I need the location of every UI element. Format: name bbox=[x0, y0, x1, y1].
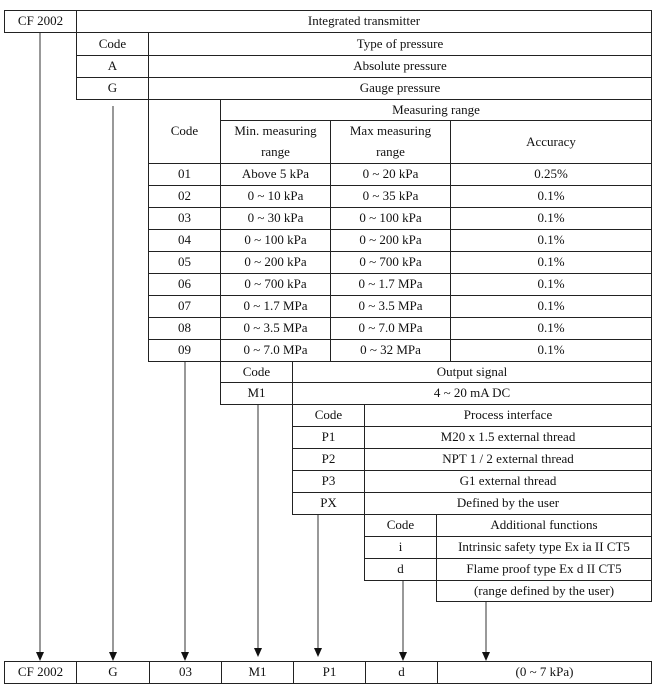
range-accuracy: 0.25% bbox=[450, 163, 652, 186]
range-min: 0 ~ 100 kPa bbox=[220, 229, 331, 252]
process-code: P3 bbox=[292, 470, 365, 493]
pressure-code-header: Code bbox=[76, 32, 149, 56]
range-code: 02 bbox=[148, 185, 221, 208]
range-note: (range defined by the user) bbox=[436, 580, 652, 602]
range-min: 0 ~ 200 kPa bbox=[220, 251, 331, 274]
additional-desc: Flame proof type Ex d II CT5 bbox=[436, 558, 652, 581]
max-range-header: Max measuring range bbox=[330, 120, 451, 164]
range-code: 07 bbox=[148, 295, 221, 318]
range-accuracy: 0.1% bbox=[450, 229, 652, 252]
range-accuracy: 0.1% bbox=[450, 295, 652, 318]
arrowhead-icon bbox=[314, 648, 322, 657]
range-code: 01 bbox=[148, 163, 221, 186]
process-code: PX bbox=[292, 492, 365, 515]
process-code: P2 bbox=[292, 448, 365, 471]
range-code: 03 bbox=[148, 207, 221, 230]
arrowhead-icon bbox=[109, 652, 117, 661]
example-code-cell: P1 bbox=[293, 661, 366, 684]
range-max: 0 ~ 35 kPa bbox=[330, 185, 451, 208]
arrowhead-icon bbox=[254, 648, 262, 657]
range-code: 09 bbox=[148, 339, 221, 362]
additional-desc: Intrinsic safety type Ex ia II CT5 bbox=[436, 536, 652, 559]
process-code-header: Code bbox=[292, 404, 365, 427]
example-code-cell: G bbox=[76, 661, 150, 684]
process-desc: NPT 1 / 2 external thread bbox=[364, 448, 652, 471]
range-code: 08 bbox=[148, 317, 221, 340]
process-desc: Defined by the user bbox=[364, 492, 652, 515]
min-range-header: Min. measuring range bbox=[220, 120, 331, 164]
arrowhead-icon bbox=[399, 652, 407, 661]
range-accuracy: 0.1% bbox=[450, 339, 652, 362]
range-min: 0 ~ 3.5 MPa bbox=[220, 317, 331, 340]
range-min: 0 ~ 10 kPa bbox=[220, 185, 331, 208]
process-code: P1 bbox=[292, 426, 365, 449]
range-max: 0 ~ 1.7 MPa bbox=[330, 273, 451, 296]
pressure-desc: Absolute pressure bbox=[148, 55, 652, 78]
additional-title: Additional functions bbox=[436, 514, 652, 537]
range-max: 0 ~ 32 MPa bbox=[330, 339, 451, 362]
range-accuracy: 0.1% bbox=[450, 185, 652, 208]
range-min: 0 ~ 30 kPa bbox=[220, 207, 331, 230]
pressure-code: G bbox=[76, 77, 149, 100]
range-max: 0 ~ 700 kPa bbox=[330, 251, 451, 274]
arrowhead-icon bbox=[181, 652, 189, 661]
range-min: 0 ~ 700 kPa bbox=[220, 273, 331, 296]
model-cell: CF 2002 bbox=[4, 10, 77, 33]
example-code-cell: d bbox=[365, 661, 438, 684]
example-code-cell: (0 ~ 7 kPa) bbox=[437, 661, 652, 684]
range-max: 0 ~ 200 kPa bbox=[330, 229, 451, 252]
range-code: 05 bbox=[148, 251, 221, 274]
range-code: 04 bbox=[148, 229, 221, 252]
additional-code: i bbox=[364, 536, 437, 559]
additional-code: d bbox=[364, 558, 437, 581]
range-code-header: Code bbox=[148, 99, 221, 164]
range-accuracy: 0.1% bbox=[450, 207, 652, 230]
output-desc: 4 ~ 20 mA DC bbox=[292, 382, 652, 405]
pressure-code: A bbox=[76, 55, 149, 78]
arrowhead-icon bbox=[482, 652, 490, 661]
process-desc: M20 x 1.5 external thread bbox=[364, 426, 652, 449]
range-min: 0 ~ 7.0 MPa bbox=[220, 339, 331, 362]
pressure-type-header: Type of pressure bbox=[148, 32, 652, 56]
pressure-desc: Gauge pressure bbox=[148, 77, 652, 100]
output-code: M1 bbox=[220, 382, 293, 405]
range-min: Above 5 kPa bbox=[220, 163, 331, 186]
example-code-cell: CF 2002 bbox=[4, 661, 77, 684]
range-accuracy: 0.1% bbox=[450, 273, 652, 296]
range-accuracy: 0.1% bbox=[450, 317, 652, 340]
range-max: 0 ~ 3.5 MPa bbox=[330, 295, 451, 318]
title-cell: Integrated transmitter bbox=[76, 10, 652, 33]
process-title: Process interface bbox=[364, 404, 652, 427]
range-max: 0 ~ 100 kPa bbox=[330, 207, 451, 230]
accuracy-header: Accuracy bbox=[450, 120, 652, 164]
output-title: Output signal bbox=[292, 361, 652, 383]
range-code: 06 bbox=[148, 273, 221, 296]
example-code-cell: 03 bbox=[149, 661, 222, 684]
range-min: 0 ~ 1.7 MPa bbox=[220, 295, 331, 318]
additional-code-header: Code bbox=[364, 514, 437, 537]
example-code-cell: M1 bbox=[221, 661, 294, 684]
range-accuracy: 0.1% bbox=[450, 251, 652, 274]
process-desc: G1 external thread bbox=[364, 470, 652, 493]
range-max: 0 ~ 20 kPa bbox=[330, 163, 451, 186]
output-code-header: Code bbox=[220, 361, 293, 383]
range-max: 0 ~ 7.0 MPa bbox=[330, 317, 451, 340]
arrowhead-icon bbox=[36, 652, 44, 661]
range-title: Measuring range bbox=[220, 99, 652, 121]
